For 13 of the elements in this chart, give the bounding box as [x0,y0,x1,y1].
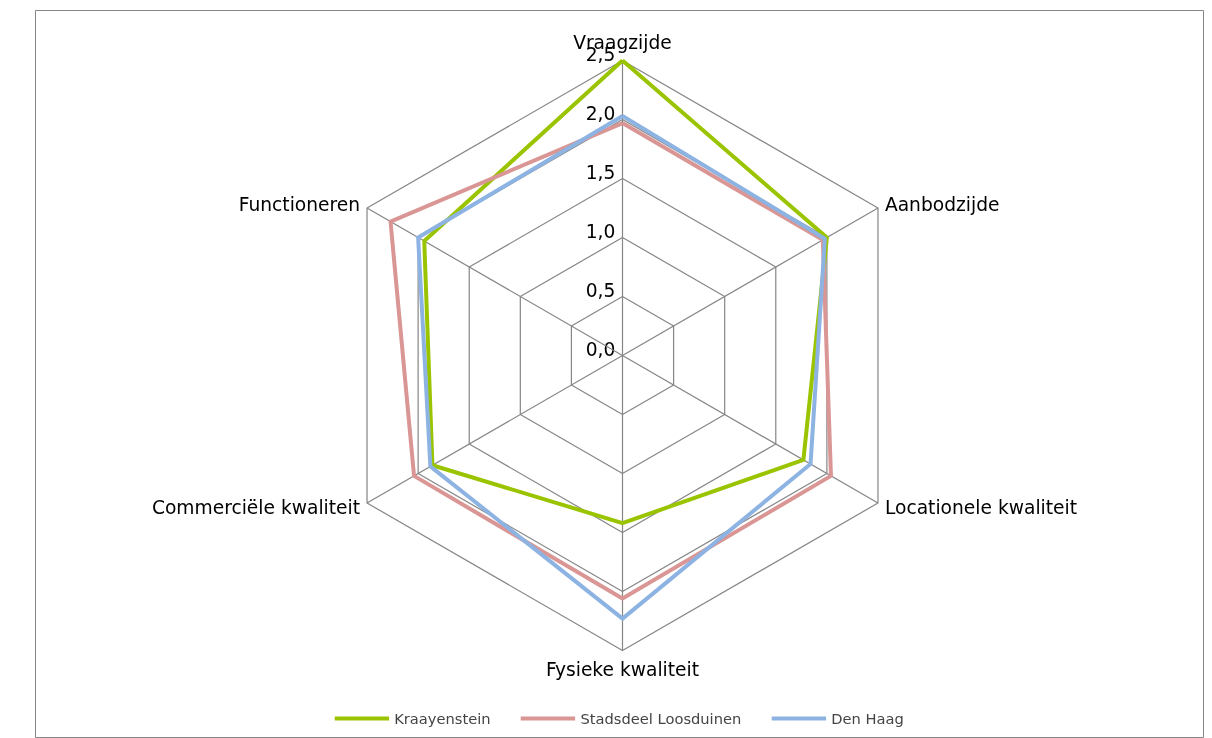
y-tick-label: 0,5 [585,279,616,301]
spoke-label: Locationele kwaliteit [884,496,1078,518]
legend-label: Kraayenstein [394,709,491,727]
y-tick-label: 1,0 [585,220,616,242]
spoke-label: Fysieke kwaliteit [545,658,700,680]
y-tick-label: 0,0 [585,338,616,360]
legend-label: Stadsdeel Loosduinen [580,709,742,727]
y-tick-label: 1,5 [585,161,616,183]
spoke-label: Aanbodzijde [884,193,1000,215]
y-tick-label: 2,0 [585,102,616,124]
legend-label: Den Haag [831,709,904,727]
spoke-label: Functioneren [238,193,361,215]
spoke-label: Commerciële kwaliteit [151,496,361,518]
